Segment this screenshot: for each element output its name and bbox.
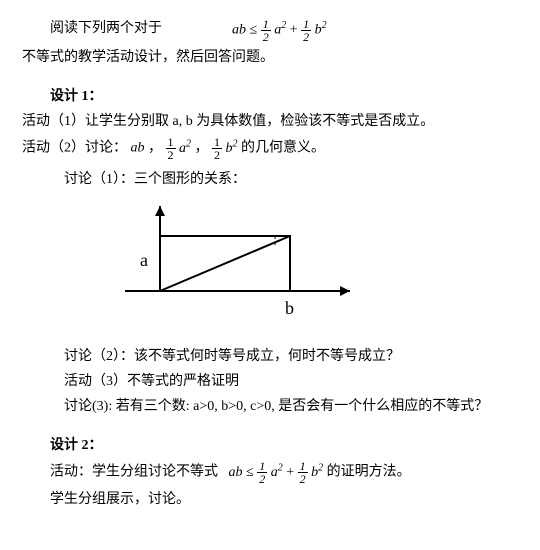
geometry-diagram: ab	[120, 196, 518, 328]
design1-act1: 活动（1）让学生分别取 a, b 为具体数值，检验该不等式是否成立。	[22, 111, 518, 132]
design1-title: 设计 1：	[22, 86, 518, 107]
intro-line1-pre: 阅读下列两个对于	[22, 18, 232, 43]
d2le: ≤	[246, 465, 254, 480]
f-plus: +	[290, 23, 298, 38]
intro-line2: 不等式的教学活动设计，然后回答问题。	[22, 47, 518, 68]
e2: 2	[322, 20, 327, 31]
d2-formula: ab ≤ 12 a2 + 12 b2	[229, 465, 327, 480]
d6: 2	[298, 473, 308, 485]
design1-disc3: 讨论(3): 若有三个数: a>0, b>0, c>0, 是否会有一个什么相应的…	[64, 396, 518, 417]
a2t: a2	[179, 141, 191, 156]
frac-6: 12	[298, 460, 308, 485]
svg-text:b: b	[285, 298, 294, 318]
ab2: ab	[131, 141, 145, 156]
a2s: a	[179, 141, 186, 156]
act2-f1: ab	[131, 141, 145, 156]
e6: 2	[318, 462, 323, 473]
e5: 2	[278, 462, 283, 473]
d2ab: ab	[229, 465, 243, 480]
d3: 2	[166, 149, 176, 161]
design1-act2: 活动（2）讨论： ab ， 12 a2 ， 12 b2 的几何意义。	[22, 136, 518, 161]
d2: 2	[301, 31, 311, 43]
design2-line2: 学生分组展示，讨论。	[50, 489, 518, 510]
b2s: b	[226, 141, 233, 156]
d1: 2	[261, 31, 271, 43]
f-ab: ab	[232, 23, 246, 38]
f-b: b	[315, 23, 322, 38]
design2-act: 活动：学生分组讨论不等式 ab ≤ 12 a2 + 12 b2 的证明方法。	[50, 460, 518, 485]
design2-title: 设计 2：	[22, 435, 518, 456]
d2-pre: 活动：学生分组讨论不等式	[50, 465, 218, 480]
intro-formula: ab ≤ 12 a2 + 12 b2	[232, 18, 327, 43]
e1: 2	[281, 20, 286, 31]
act2-pre: 活动（2）讨论：	[22, 141, 127, 156]
frac-1: 12	[261, 18, 271, 43]
e4: 2	[233, 138, 238, 149]
d5: 2	[257, 473, 267, 485]
design1-disc2: 讨论（2）：该不等式何时等号成立，何时不等号成立？	[64, 346, 518, 367]
svg-text:a: a	[140, 250, 148, 270]
frac-4: 12	[212, 136, 222, 161]
act2-post: 的几何意义。	[241, 141, 325, 156]
frac-3: 12	[166, 136, 176, 161]
design1-disc1: 讨论（1）：三个图形的关系：	[64, 169, 518, 190]
intro-block: 阅读下列两个对于 ab ≤ 12 a2 + 12 b2	[22, 18, 518, 43]
d2p: +	[286, 465, 294, 480]
f-le: ≤	[250, 23, 258, 38]
e3: 2	[186, 138, 191, 149]
d2a: a	[271, 465, 278, 480]
d2-post: 的证明方法。	[327, 465, 411, 480]
design1-act3: 活动（3）不等式的严格证明	[64, 371, 518, 392]
diagram-svg: ab	[120, 196, 360, 321]
b2t: b2	[226, 141, 238, 156]
d4: 2	[212, 149, 222, 161]
frac-2: 12	[301, 18, 311, 43]
frac-5: 12	[257, 460, 267, 485]
